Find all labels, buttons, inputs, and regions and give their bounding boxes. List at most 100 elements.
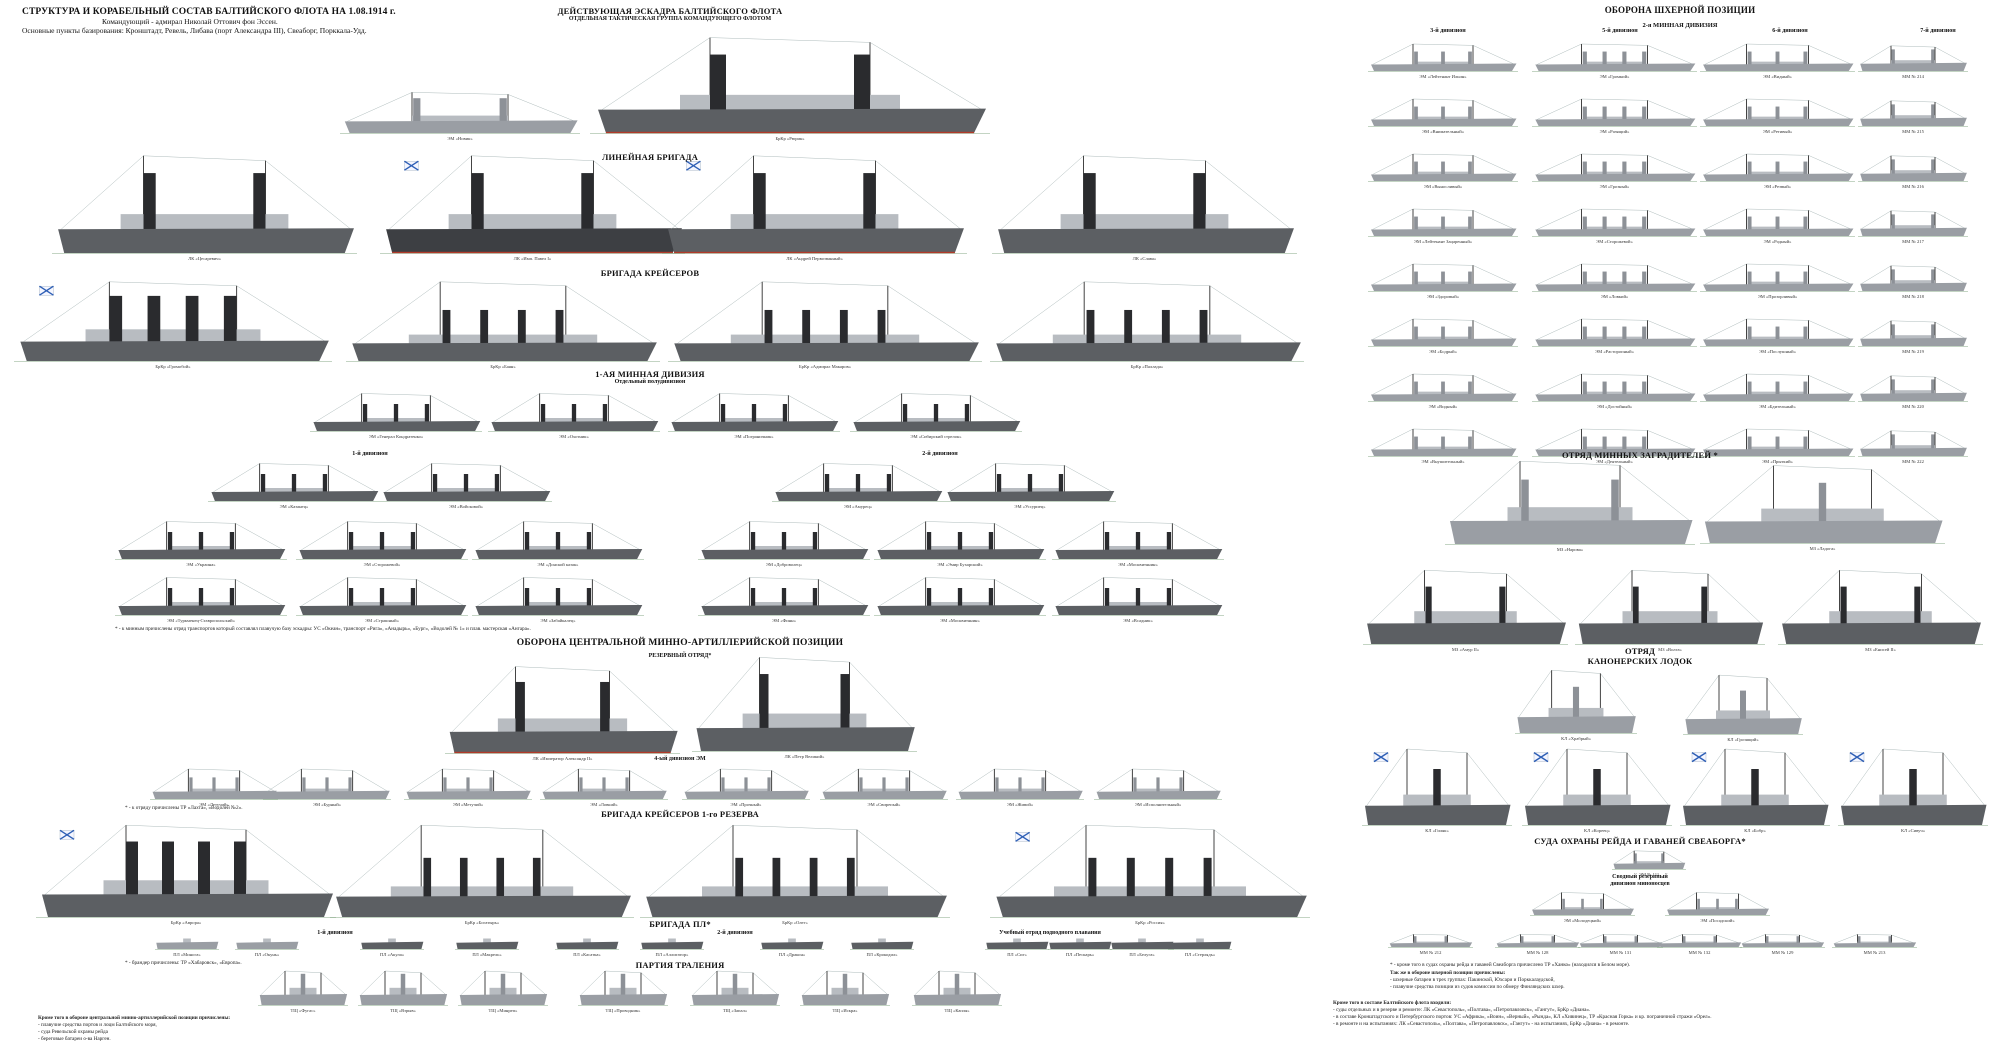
ship-caption: ТЩ «Искра» [832, 1008, 858, 1013]
ship-silhouette [1740, 934, 1825, 948]
ship-silhouette [1700, 318, 1855, 347]
ship-trawler: ТЩ «Взрыв» [358, 968, 448, 1013]
ship-caption: ЭМ «Прозорливый» [1757, 294, 1798, 299]
ship-silhouette [992, 155, 1297, 254]
ship-silhouette [850, 938, 914, 950]
ship-caption: ЭМ «Эмир Бухарский» [937, 562, 983, 567]
ship-silhouette [1700, 98, 1855, 127]
ship-silhouette [1515, 670, 1637, 734]
ship-caption: ПЛ «Акула» [379, 952, 405, 957]
ship-caption: ЭМ «Здоровый» [1427, 294, 1459, 299]
ship-submarine: ПЛ «Акула» [360, 938, 424, 957]
ship-caption: КЛ «Кореец» [1584, 828, 1610, 833]
ship-silhouette [1700, 465, 1945, 544]
ship-caption: ММ № 215 [1902, 129, 1924, 134]
ship-caption: ЭМ «Забайкалец» [540, 618, 576, 623]
skerry-column-label: 5-й дивизион [1602, 28, 1638, 34]
ship-caption: ТЩ «Запал» [722, 1008, 748, 1013]
ship-destroyer: ЭМ «Внимательный» [1368, 93, 1518, 134]
ship-destroyer: ЭМ «Видный» [1700, 38, 1855, 79]
ship-torpedo-boat: ММ № 215 [1858, 93, 1968, 134]
ship-submarine: ПЛ «Стерлядь» [1168, 938, 1232, 957]
ship-silhouette [944, 463, 1116, 502]
ship-caption: ЭМ «Бдительный» [1759, 404, 1796, 409]
ship-destroyer: ЭМ «Бурный» [263, 762, 391, 807]
ship-caption: ЭМ «Финн» [772, 618, 796, 623]
ship-silhouette [346, 281, 660, 362]
ship-caption: ПЛ «Окунь» [254, 952, 280, 957]
ship-silhouette [1368, 318, 1518, 347]
ship-destroyer: ЭМ «Туркменец-Ставропольский» [115, 568, 287, 623]
ship-destroyer: ЭМ «Москвитянин» [874, 568, 1046, 623]
ship-silhouette [1363, 570, 1568, 645]
ship-caption: ПЛ «Дракон» [778, 952, 806, 957]
ship-caption: ЭМ «Сторожевой» [1596, 239, 1633, 244]
ship-destroyer: ЭМ «Видный» [1368, 368, 1518, 409]
ship-caption: ЭМ «Молодецкий» [1563, 918, 1602, 923]
gunboat-title-2: КАНОНЕРСКИХ ЛОДОК [1587, 656, 1693, 666]
reserve-div-title-2: дивизион миноносцев [1610, 881, 1670, 887]
ship-silhouette [698, 577, 870, 616]
ship-caption: ПЛ «Минога» [173, 952, 201, 957]
ship-caption: ЭМ № 111 [1638, 872, 1660, 877]
ship-caption: ЭМ «Амурец» [843, 504, 873, 509]
ship-silhouette [1368, 428, 1518, 457]
ship-caption: ТЩ «Фугас» [290, 1008, 316, 1013]
skerry-note-line: Так же в обороне шхерной позиции причисл… [1390, 970, 1506, 976]
ship-caption: БрКр «Россия» [1135, 920, 1165, 925]
left-note-line: - плавучие средства портов и лоцм Балтий… [38, 1022, 157, 1028]
ship-torpedo-boat: ММ № 131 [1578, 932, 1663, 955]
ship-destroyer: ЭМ «Посадский» [1665, 888, 1770, 923]
ship-torpedo-boat: ММ № 222 [1858, 423, 1968, 464]
ship-caption: ЭМ «Всадник» [1123, 618, 1153, 623]
ship-caption: ЭМ «Видный» [1428, 404, 1458, 409]
ship-caption: ЭМ «Войсковой» [449, 504, 483, 509]
ship-destroyer: ЭМ «Сибирский стрелок» [850, 384, 1022, 439]
ship-silhouette [296, 577, 468, 616]
ship-caption: ТЩ «Минреп» [488, 1008, 518, 1013]
ship-caption: КЛ «Грозящий» [1727, 737, 1759, 742]
ship-silhouette [52, 155, 357, 254]
ship-destroyer: ЭМ «Финн» [698, 568, 870, 623]
ship-destroyer: ЭМ «Казанец» [208, 454, 380, 509]
skerry-column-label: 6-й дивизион [1772, 28, 1808, 34]
ship-silhouette [1532, 208, 1697, 237]
ship-caption: ПЛ «Стерлядь» [1184, 952, 1216, 957]
ship-silhouette [912, 970, 1002, 1006]
ship-silhouette [1368, 43, 1518, 72]
ship-silhouette [760, 938, 824, 950]
ship-torpedo-boat: ММ № 213 [1832, 932, 1917, 955]
ship-silhouette [380, 463, 552, 502]
ship-caption: КЛ «Храбрый» [1561, 736, 1591, 741]
ship-silhouette [850, 393, 1022, 432]
right-note-line: Кроме того в составе Балтийского флота в… [1333, 1000, 1452, 1006]
ship-destroyer: ЭМ «Донской казак» [472, 512, 644, 567]
mine-division-2-title: 2-я МИННАЯ ДИВИЗИЯ [1642, 22, 1718, 29]
left-bottom-notes: Кроме того в обороне центральной минно-а… [38, 1015, 230, 1043]
ship-destroyer: ЭМ «Родный» [1700, 203, 1855, 244]
ship-destroyer: ЭМ «Пограничник» [668, 384, 840, 439]
ship-battleship: ЛК «Цесаревич» [52, 148, 357, 261]
ship-silhouette [772, 463, 944, 502]
ship-torpedo-boat: ММ № 217 [1858, 203, 1968, 244]
ship-destroyer: ЭМ «Прозорливый» [1700, 258, 1855, 299]
ship-caption: ЭМ «Ловкий» [1600, 294, 1629, 299]
sub-div1-label: 1-й дивизион [317, 930, 353, 936]
guard-note: * - кроме того в судах охраны рейда и га… [1390, 962, 1631, 968]
ship-caption: ЭМ «Москвитянин» [1118, 562, 1158, 567]
ship-reserve-cruiser: БрКр «Россия» [990, 818, 1310, 925]
ship-destroyer: ЭМ «Всадник» [1052, 568, 1224, 623]
ship-submarine: ПЛ «Окунь» [235, 938, 299, 957]
ship-destroyer: ЭМ «Живой» [956, 762, 1084, 807]
ship-caption: ЭМ «Громкий» [1599, 74, 1630, 79]
ship-destroyer: ЭМ «Страшный» [296, 568, 468, 623]
ship-silhouette [1532, 263, 1697, 292]
ship-destroyer: ЭМ «Амурец» [772, 454, 944, 509]
ship-destroyer: ЭМ «Украина» [115, 512, 287, 567]
ship-silhouette [668, 281, 982, 362]
ship-caption: ММ № 222 [1902, 459, 1924, 464]
ship-submarine: ПЛ «Крокодил» [850, 938, 914, 957]
ship-destroyer: ЭМ «Москвитянин» [1052, 512, 1224, 567]
ship-gunboat: КЛ «Гиляк» [1362, 748, 1512, 833]
ship-caption: ММ № 212 [1419, 950, 1442, 955]
